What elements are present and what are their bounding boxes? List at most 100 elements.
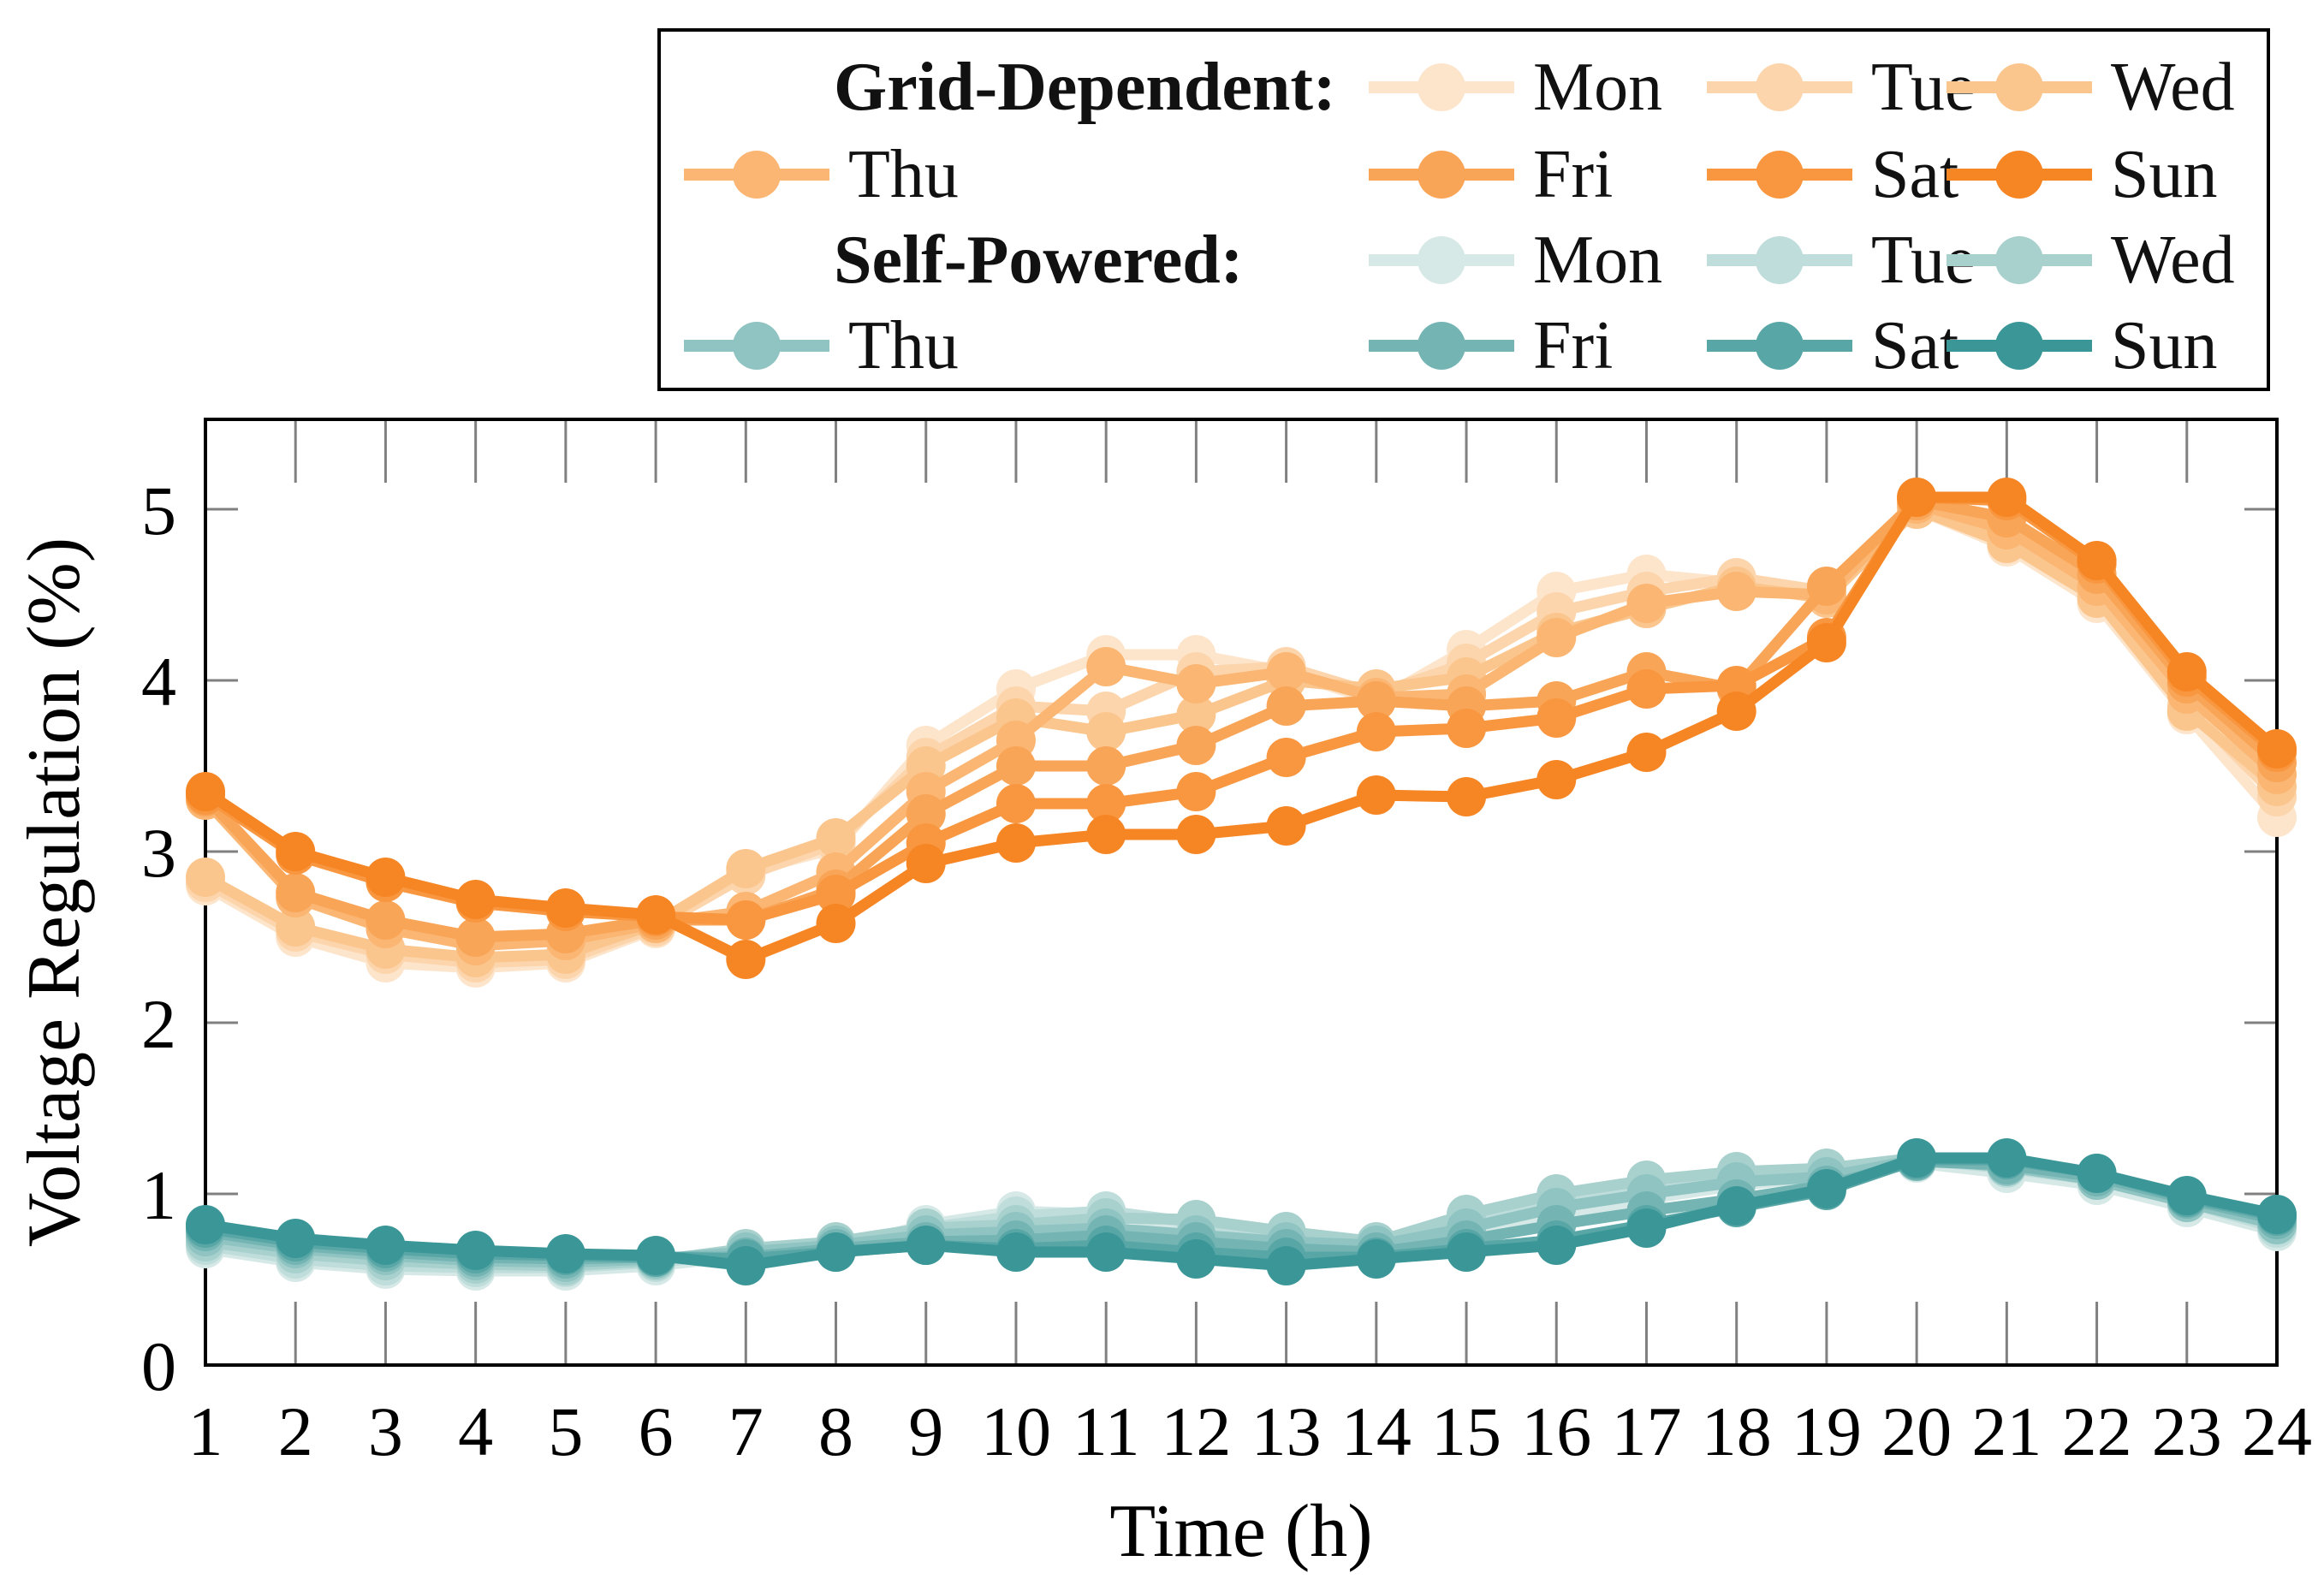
data-point-marker [996, 746, 1036, 786]
x-tick-label: 13 [1251, 1392, 1322, 1470]
series-swatch [1707, 63, 1852, 111]
marker-dot-icon [1756, 151, 1804, 199]
data-point-marker [726, 940, 766, 979]
x-tick-label: 7 [728, 1392, 764, 1470]
chart-legend: Grid-Dependent: Mon Tue Wed Thu Fri Sat … [657, 28, 2270, 391]
marker-dot-icon [1418, 63, 1465, 111]
data-point-marker [1176, 695, 1216, 734]
data-point-marker [1266, 686, 1306, 726]
marker-dot-icon [1756, 63, 1804, 111]
data-point-marker [455, 917, 496, 957]
data-point-marker [1176, 726, 1216, 765]
series-swatch [1707, 322, 1852, 370]
y-axis-label: Voltage Regulation (%) [13, 537, 96, 1247]
x-tick-label: 6 [639, 1392, 674, 1470]
legend-item: Tue [1707, 217, 1976, 303]
legend-group-title-self-powered: Self-Powered: [834, 222, 1244, 298]
data-point-marker [186, 858, 225, 897]
data-point-marker [1086, 712, 1126, 751]
data-point-marker [276, 873, 316, 912]
data-point-marker [1086, 746, 1126, 786]
series-swatch [684, 151, 829, 199]
legend-item: Fri [1369, 132, 1613, 217]
series-swatch [1947, 63, 2092, 111]
series-swatch [1369, 322, 1514, 370]
data-point-marker [1536, 1226, 1577, 1265]
series-line-wed [199, 503, 2283, 964]
data-point-marker [1266, 1246, 1306, 1285]
data-point-marker [906, 1226, 946, 1265]
x-tick-label: 2 [278, 1392, 313, 1470]
marker-dot-icon [1995, 236, 2043, 284]
legend-item: Sun [1947, 132, 2218, 217]
legend-group-title-grid-dependent: Grid-Dependent: [834, 49, 1336, 125]
series-line-tue [199, 500, 2283, 969]
data-point-marker [1356, 775, 1396, 815]
data-point-marker [1086, 1232, 1126, 1272]
series-swatch [1369, 151, 1514, 199]
series-swatch [1947, 236, 2092, 284]
x-tick-label: 15 [1431, 1392, 1501, 1470]
data-point-marker [1356, 681, 1396, 721]
data-point-marker [545, 888, 585, 928]
y-tick-label: 4 [141, 643, 176, 721]
marker-dot-icon [1995, 151, 2043, 199]
data-point-marker [1716, 1186, 1756, 1226]
x-tick-label: 24 [2242, 1392, 2312, 1470]
marker-dot-icon [1756, 236, 1804, 284]
data-point-marker [1266, 806, 1306, 846]
x-tick-label: 12 [1161, 1392, 1231, 1470]
data-point-marker [1266, 738, 1306, 777]
data-point-marker [1987, 1138, 2027, 1178]
series-swatch [1369, 63, 1514, 111]
x-tick-label: 11 [1073, 1392, 1140, 1470]
x-tick-label: 1 [188, 1392, 223, 1470]
data-point-marker [996, 784, 1036, 823]
legend-item: Tue [1707, 45, 1976, 130]
y-tick-label: 1 [141, 1156, 176, 1234]
series-swatch [1947, 151, 2092, 199]
data-point-marker [2166, 1176, 2207, 1215]
data-point-marker [726, 900, 766, 940]
data-point-marker [1806, 567, 1846, 606]
x-tick-label: 20 [1881, 1392, 1952, 1470]
series-line-fri [199, 1155, 2283, 1265]
data-point-marker [366, 900, 406, 940]
data-point-marker [1626, 584, 1667, 623]
marker-dot-icon [733, 151, 781, 199]
data-point-marker [996, 1232, 1036, 1272]
data-point-marker [816, 1232, 856, 1272]
data-point-marker [1806, 623, 1846, 662]
series-swatch [684, 322, 829, 370]
marker-dot-icon [1995, 322, 2043, 370]
x-tick-label: 4 [458, 1392, 493, 1470]
marker-dot-icon [1756, 322, 1804, 370]
series-swatch [1707, 236, 1852, 284]
data-point-marker [906, 794, 946, 834]
data-point-marker [1626, 669, 1667, 709]
data-point-marker [1086, 815, 1126, 854]
data-point-marker [636, 895, 676, 935]
legend-item: Wed [1947, 217, 2235, 303]
marker-dot-icon [1418, 151, 1465, 199]
data-point-marker [1806, 1169, 1846, 1208]
data-point-marker [2257, 1195, 2297, 1234]
legend-item-label: Thu [848, 307, 959, 383]
x-axis-label: Time (h) [1109, 1490, 1372, 1573]
data-point-marker [906, 844, 946, 883]
data-point-marker [816, 818, 856, 858]
data-point-marker [1447, 709, 1487, 748]
data-point-marker [2077, 1154, 2117, 1193]
data-point-marker [455, 880, 496, 919]
legend-item-label: Wed [2111, 49, 2235, 125]
legend-item-label: Sat [1871, 307, 1959, 383]
x-tick-label: 14 [1341, 1392, 1412, 1470]
x-tick-label: 10 [981, 1392, 1051, 1470]
legend-item: Wed [1947, 45, 2235, 130]
data-point-marker [366, 858, 406, 897]
data-point-marker [726, 849, 766, 888]
data-point-marker [1176, 664, 1216, 703]
data-point-marker [1086, 784, 1126, 823]
y-tick-label: 3 [141, 814, 176, 892]
